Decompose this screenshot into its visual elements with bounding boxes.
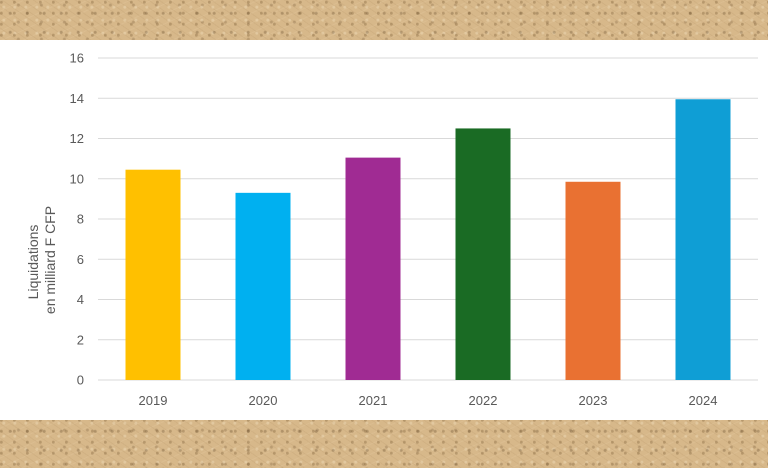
y-tick-label: 8 — [77, 212, 84, 227]
bar-2024 — [675, 99, 731, 380]
y-tick-label: 16 — [70, 51, 84, 66]
y-axis-title-line-2: en milliard F CFP — [42, 206, 58, 314]
bar-2021 — [345, 157, 401, 380]
bar-2019 — [125, 169, 181, 380]
bar-2022 — [455, 128, 511, 380]
y-tick-label: 14 — [70, 91, 84, 106]
y-axis-title-line-1: Liquidations — [25, 225, 41, 300]
y-tick-label: 4 — [77, 292, 84, 307]
y-tick-label: 12 — [70, 131, 84, 146]
x-axis-tick-labels: 2019 2020 2021 2022 2023 2024 — [139, 393, 718, 408]
x-tick-label-2020: 2020 — [249, 393, 278, 408]
chart-panel: 0 2 4 6 8 10 12 14 16 2019 2020 2021 2022 2023 2024 L… — [0, 40, 768, 420]
y-axis-title: Liquidations en milliard F CFP — [25, 206, 58, 314]
x-tick-label-2023: 2023 — [579, 393, 608, 408]
y-axis-tick-labels: 0 2 4 6 8 10 12 14 16 — [70, 51, 84, 388]
x-tick-label-2021: 2021 — [359, 393, 388, 408]
x-tick-label-2022: 2022 — [469, 393, 498, 408]
bar-2020 — [235, 192, 291, 380]
y-tick-label: 0 — [77, 373, 84, 388]
bar-2023 — [565, 181, 621, 380]
bar-chart: 0 2 4 6 8 10 12 14 16 2019 2020 2021 2022 2023 2024 L… — [25, 51, 758, 408]
y-tick-label: 2 — [77, 332, 84, 347]
bars — [125, 99, 731, 380]
y-tick-label: 6 — [77, 252, 84, 267]
y-tick-label: 10 — [70, 171, 84, 186]
x-tick-label-2024: 2024 — [689, 393, 718, 408]
gridlines — [98, 57, 758, 341]
x-tick-label-2019: 2019 — [139, 393, 168, 408]
